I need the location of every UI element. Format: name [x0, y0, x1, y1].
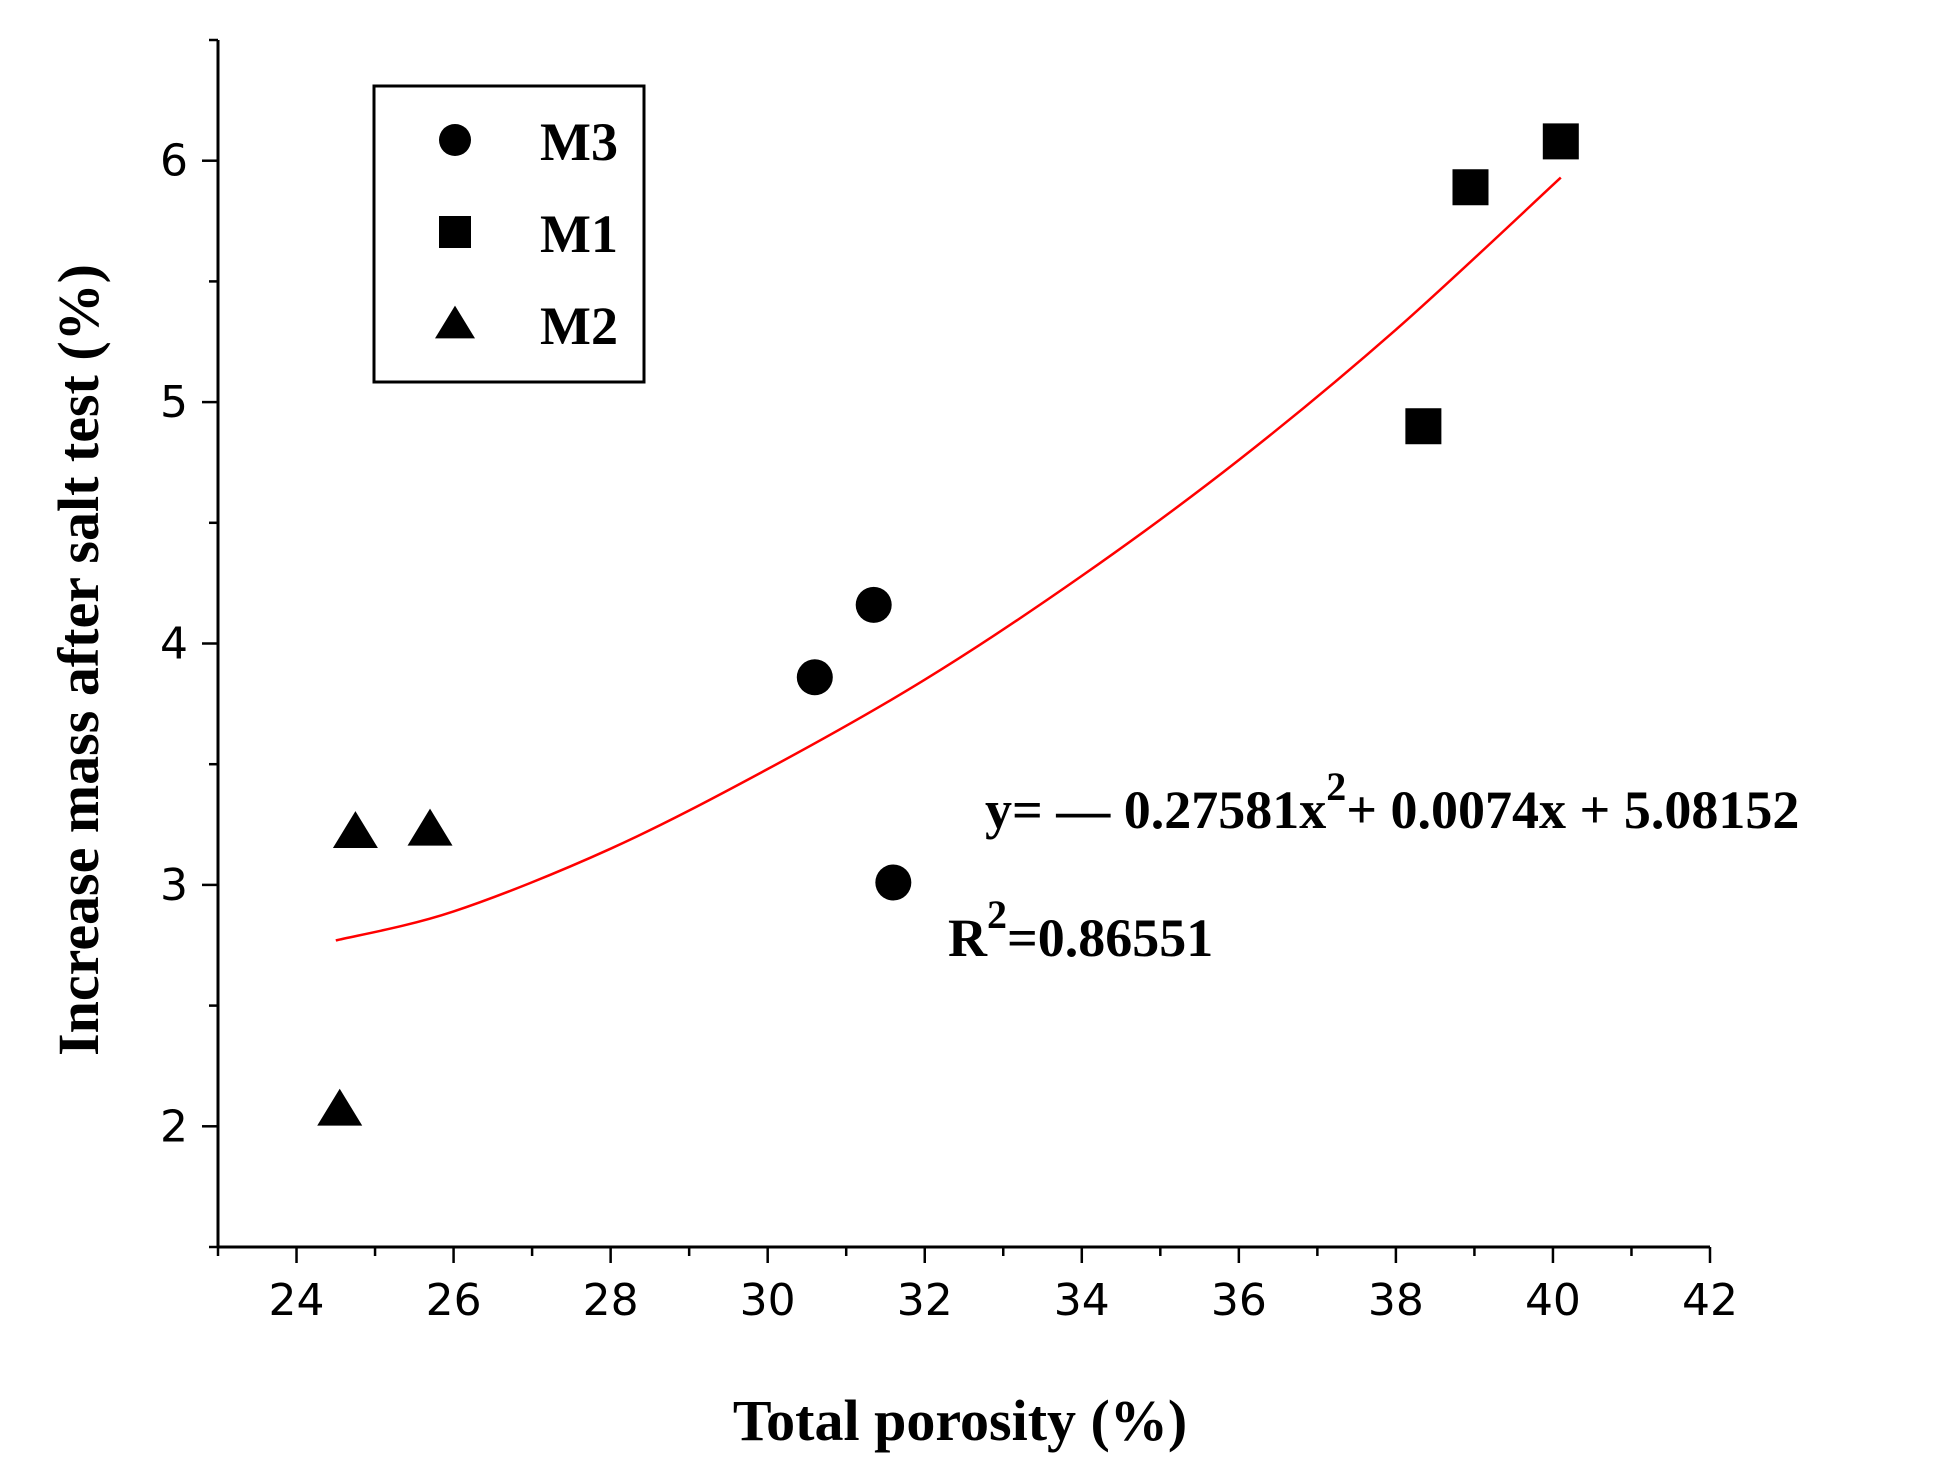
r2-exponent: 2: [987, 892, 1007, 937]
data-point-m2: [332, 811, 378, 848]
data-point-m2: [317, 1088, 363, 1126]
x-tick-label: 42: [1682, 1275, 1738, 1326]
data-point-m1: [1405, 408, 1442, 445]
legend: M3 M1 M2: [372, 84, 646, 384]
data-point-m3: [796, 659, 833, 696]
r2-suffix: =0.86551: [1007, 908, 1213, 968]
data-point-m1: [1542, 123, 1579, 160]
data-point-m2: [407, 808, 453, 846]
y-axis-title: Increase mass after salt test (%): [46, 264, 111, 1056]
r2-prefix: R: [948, 908, 988, 968]
data-point-m3: [855, 586, 892, 623]
legend-box: [372, 84, 646, 384]
r-squared: R2=0.86551: [948, 892, 1213, 968]
x-tick-label: 32: [897, 1275, 953, 1326]
x-tick-label: 38: [1368, 1275, 1424, 1326]
x-tick-label: 28: [583, 1275, 639, 1326]
x-tick-label: 40: [1525, 1275, 1581, 1326]
legend-label-m1: M1: [540, 204, 618, 264]
legend-marker-m1: [439, 216, 471, 248]
equation-exponent: 2: [1326, 764, 1346, 809]
y-tick-label: 2: [160, 1101, 188, 1152]
x-tick-label: 26: [426, 1275, 482, 1326]
equation-prefix: y= — 0.27581x: [985, 780, 1326, 840]
fit-equation: y= — 0.27581x2+ 0.0074x + 5.08152: [985, 764, 1799, 840]
y-tick-label: 3: [160, 860, 188, 911]
x-tick-label: 24: [269, 1275, 325, 1326]
legend-label-m2: M2: [540, 296, 618, 356]
x-tick-label: 36: [1211, 1275, 1267, 1326]
data-point-m1: [1452, 169, 1489, 206]
data-point-m3: [875, 864, 912, 901]
data-points: [317, 123, 1579, 1126]
x-axis-title: Total porosity (%): [733, 1388, 1187, 1453]
x-tick-label: 34: [1054, 1275, 1110, 1326]
equation-suffix: + 0.0074x + 5.08152: [1346, 780, 1799, 840]
legend-marker-m3: [439, 124, 471, 156]
y-tick-label: 6: [160, 136, 188, 187]
x-tick-label: 30: [740, 1275, 796, 1326]
fit-curve: [335, 176, 1562, 942]
legend-label-m3: M3: [540, 112, 618, 172]
y-tick-label: 4: [160, 619, 188, 670]
y-tick-label: 5: [160, 377, 188, 428]
legend-marker-m2: [435, 305, 475, 339]
